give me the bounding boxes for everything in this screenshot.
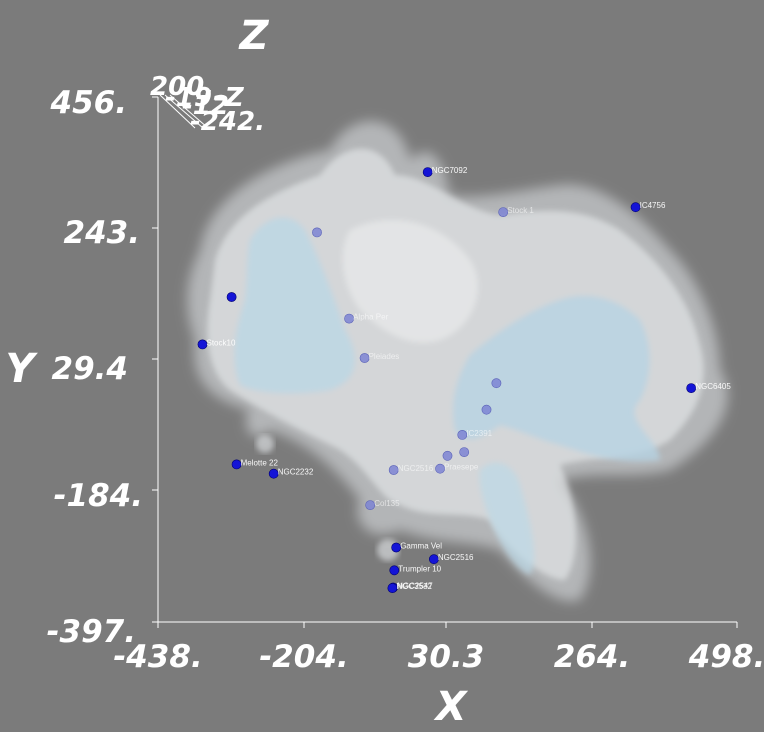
x-tick-label: 498. bbox=[688, 639, 764, 675]
x-tick-labels: -438. -204. 30.3 264. 498. bbox=[113, 639, 764, 675]
y-tick-label: -184. bbox=[54, 478, 143, 514]
data-point-label: Pleiades bbox=[369, 352, 400, 361]
data-point-label: Alpha Per bbox=[353, 313, 388, 322]
orientation-axis-line bbox=[164, 94, 204, 129]
density-inner-right bbox=[453, 296, 660, 462]
density-ridge bbox=[342, 220, 479, 343]
data-point-label: NGC2516 bbox=[438, 553, 474, 562]
data-point-label: NGC2232 bbox=[278, 468, 314, 477]
x-tick-label: 30.3 bbox=[408, 639, 485, 675]
data-point bbox=[268, 468, 279, 479]
density-inner-left bbox=[234, 217, 355, 394]
data-point bbox=[389, 565, 400, 576]
data-point bbox=[630, 202, 641, 213]
x-tick-marks bbox=[157, 622, 738, 628]
data-point bbox=[231, 459, 242, 470]
data-point-label: NGC6405 bbox=[695, 382, 731, 391]
data-point bbox=[481, 404, 492, 415]
y-axis-title: Y bbox=[6, 346, 39, 392]
x-axis-title: X bbox=[433, 684, 469, 730]
data-point bbox=[365, 500, 376, 510]
orientation-label: 200. bbox=[150, 72, 214, 102]
orientation-label: -242. bbox=[190, 107, 265, 137]
data-point bbox=[344, 313, 354, 324]
orientation-axis-line bbox=[169, 94, 209, 129]
data-point bbox=[435, 463, 445, 474]
data-point bbox=[391, 542, 402, 553]
data-point bbox=[197, 339, 208, 350]
y-tick-label: 243. bbox=[64, 215, 141, 251]
data-point-label: Gamma Vel bbox=[400, 542, 442, 551]
data-point bbox=[457, 429, 468, 440]
data-point bbox=[387, 583, 398, 593]
density-mid-shell bbox=[207, 148, 704, 580]
data-point bbox=[686, 383, 697, 393]
data-point-label: NGC2516 bbox=[398, 464, 434, 473]
data-point bbox=[359, 353, 370, 363]
data-point-label: NGC7092 bbox=[432, 166, 468, 175]
y-tick-label: 456. bbox=[50, 85, 128, 121]
orientation-axis-line bbox=[159, 94, 196, 129]
z-axis-title: Z bbox=[237, 13, 269, 59]
data-point-label: NGC3532 bbox=[396, 582, 432, 591]
data-point-label: Stock10 bbox=[207, 338, 236, 347]
data-point-label: Col135 bbox=[374, 499, 400, 508]
data-point bbox=[491, 378, 502, 389]
x-tick-label: -438. bbox=[113, 639, 202, 675]
orientation-axis: 200. -19 -12 -Z -242. bbox=[150, 72, 265, 137]
data-points: NGC7092 Stock 1 IC4756 Alpha Per Stock10 Plei… bbox=[197, 166, 731, 593]
orientation-label: -19 bbox=[165, 83, 212, 113]
data-point bbox=[226, 292, 237, 302]
density-inner-lower bbox=[479, 462, 535, 575]
data-point-label: Trumpler 10 bbox=[398, 564, 441, 573]
data-point bbox=[442, 450, 453, 461]
data-point-label: IC4756 bbox=[640, 201, 666, 210]
y-tick-label: -397. bbox=[47, 614, 136, 650]
data-point bbox=[459, 447, 470, 457]
data-point bbox=[388, 465, 399, 475]
y-tick-marks bbox=[152, 96, 158, 623]
data-point-label: NGC2547 bbox=[397, 582, 433, 591]
x-tick-label: -204. bbox=[259, 639, 348, 675]
data-point-label: Stock 1 bbox=[507, 206, 534, 215]
x-tick-label: 264. bbox=[554, 639, 631, 675]
orientation-label: -Z bbox=[214, 83, 245, 113]
data-point-label: Praesepe bbox=[444, 463, 479, 472]
density-blob bbox=[256, 435, 274, 453]
data-point bbox=[428, 554, 439, 565]
y-tick-label: 29.4 bbox=[52, 351, 129, 387]
density-cloud bbox=[187, 121, 728, 602]
data-point bbox=[498, 207, 509, 217]
data-point-label: IC2391 bbox=[466, 429, 492, 438]
data-point-label: Melotte 22 bbox=[241, 458, 279, 467]
y-tick-labels: 456. 243. 29.4 -184. -397. bbox=[47, 85, 143, 650]
orientation-label: -12 bbox=[182, 91, 229, 121]
data-point bbox=[312, 227, 322, 238]
data-point bbox=[422, 167, 433, 177]
axes bbox=[152, 96, 738, 628]
